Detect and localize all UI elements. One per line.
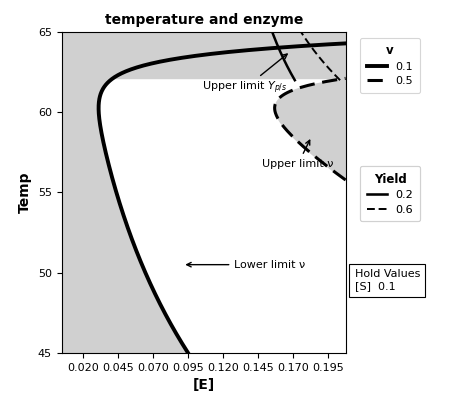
Y-axis label: Temp: Temp	[18, 172, 32, 213]
Text: Lower limit ν: Lower limit ν	[187, 260, 306, 269]
Text: Upper limit ν: Upper limit ν	[263, 140, 334, 168]
Text: Upper limit $Y_{p/s}$: Upper limit $Y_{p/s}$	[202, 54, 288, 96]
X-axis label: [E]: [E]	[193, 378, 215, 392]
Legend: 0.2, 0.6: 0.2, 0.6	[360, 166, 420, 221]
Text: Hold Values
[S]  0.1: Hold Values [S] 0.1	[355, 269, 420, 291]
Title: temperature and enzyme: temperature and enzyme	[105, 13, 303, 27]
